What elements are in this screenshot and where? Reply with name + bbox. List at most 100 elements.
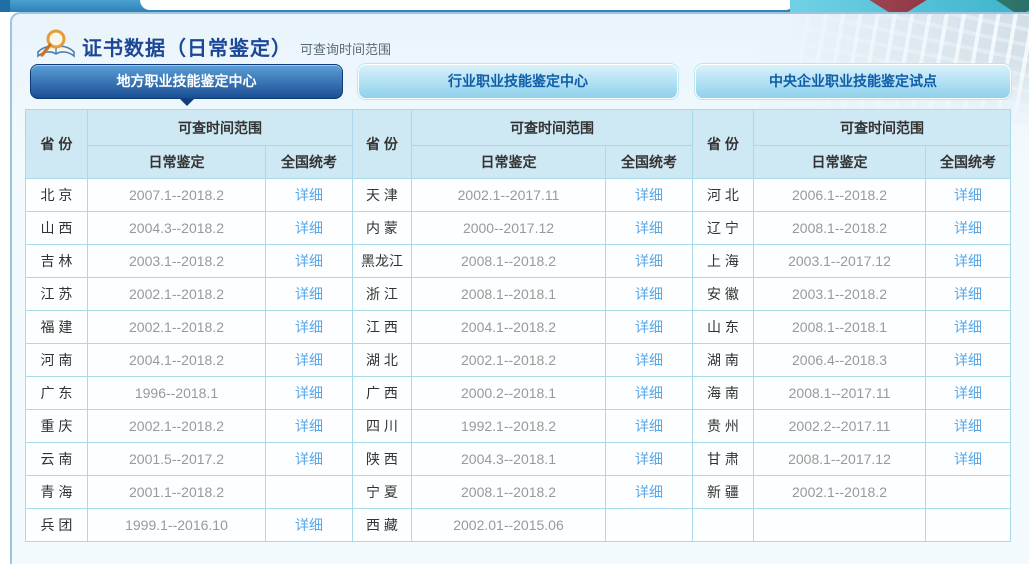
date-range-cell: 2001.1--2018.2: [87, 475, 266, 509]
date-range-cell: 2008.1--2017.11: [753, 376, 926, 410]
tab-central-enterprise-pilot[interactable]: 中央企业职业技能鉴定试点: [695, 64, 1011, 99]
date-range-cell: 2006.1--2018.2: [753, 178, 926, 212]
province-cell: 山 西: [25, 211, 88, 245]
photo-teal-shape: [990, 0, 1029, 12]
detail-link[interactable]: 详细: [635, 319, 663, 335]
tab-industry-appraisal-center[interactable]: 行业职业技能鉴定中心: [358, 64, 678, 99]
date-range-cell: 2008.1--2018.2: [753, 211, 926, 245]
table-row: 河 南 2004.1--2018.2 详细 湖 北 2002.1--2018.2 详细 湖 …: [25, 343, 1011, 377]
detail-link[interactable]: 详细: [635, 253, 663, 269]
banner-photo: [790, 0, 1029, 12]
province-cell: 陕 西: [352, 442, 412, 476]
detail-link[interactable]: 详细: [954, 253, 982, 269]
detail-link[interactable]: 详细: [295, 418, 323, 434]
national-exam-cell: 详细: [265, 310, 353, 344]
table-row: 重 庆 2002.1--2018.2 详细 四 川 1992.1--2018.2 详细 贵 …: [25, 409, 1011, 443]
date-range-cell: 2007.1--2018.2: [87, 178, 266, 212]
national-exam-cell: 详细: [605, 211, 693, 245]
date-range-cell: 2003.1--2018.2: [753, 277, 926, 311]
active-tab-arrow-icon: [178, 98, 195, 106]
detail-link[interactable]: 详细: [635, 187, 663, 203]
province-cell: [692, 508, 754, 542]
banner-white-tab: [140, 0, 795, 10]
national-exam-cell: 详细: [605, 310, 693, 344]
province-cell: 上 海: [692, 244, 754, 278]
detail-link[interactable]: 详细: [295, 220, 323, 236]
national-exam-cell: 详细: [605, 475, 693, 509]
date-range-cell: 2000.2--2018.1: [411, 376, 606, 410]
detail-link[interactable]: 详细: [635, 451, 663, 467]
header-national-exam: 全国统考: [265, 145, 353, 179]
detail-link[interactable]: 详细: [295, 286, 323, 302]
national-exam-cell: 详细: [925, 244, 1011, 278]
detail-link[interactable]: 详细: [954, 352, 982, 368]
province-cell: 重 庆: [25, 409, 88, 443]
detail-link[interactable]: 详细: [635, 418, 663, 434]
photo-red-shape: [860, 0, 936, 12]
tab-local-appraisal-center[interactable]: 地方职业技能鉴定中心: [30, 64, 343, 106]
province-cell: 新 疆: [692, 475, 754, 509]
province-cell: 海 南: [692, 376, 754, 410]
national-exam-cell: 详细: [265, 244, 353, 278]
table-row: 兵 团 1999.1--2016.10 详细 西 藏 2002.01--2015.06: [25, 508, 1011, 542]
detail-link[interactable]: 详细: [635, 352, 663, 368]
province-cell: 辽 宁: [692, 211, 754, 245]
national-exam-cell: 详细: [605, 178, 693, 212]
province-cell: 内 蒙: [352, 211, 412, 245]
detail-link[interactable]: 详细: [954, 187, 982, 203]
detail-link[interactable]: 详细: [295, 517, 323, 533]
table-row: 山 西 2004.3--2018.2 详细 内 蒙 2000--2017.12 详细 辽 宁…: [25, 211, 1011, 245]
date-range-cell: 2002.01--2015.06: [411, 508, 606, 542]
table-row: 北 京 2007.1--2018.2 详细 天 津 2002.1--2017.11 详细 河…: [25, 178, 1011, 212]
province-cell: 天 津: [352, 178, 412, 212]
province-cell: 吉 林: [25, 244, 88, 278]
detail-link[interactable]: 详细: [295, 385, 323, 401]
detail-link[interactable]: 详细: [954, 385, 982, 401]
detail-link[interactable]: 详细: [295, 319, 323, 335]
date-range-cell: 2002.1--2018.2: [87, 310, 266, 344]
national-exam-cell: 详细: [605, 409, 693, 443]
detail-link[interactable]: 详细: [295, 352, 323, 368]
province-cell: 山 东: [692, 310, 754, 344]
page-subtitle: 可查询时间范围: [300, 42, 392, 57]
header-province: 省 份: [25, 109, 88, 179]
national-exam-cell: 详细: [265, 409, 353, 443]
national-exam-cell: 详细: [605, 376, 693, 410]
province-date-range-table: 省 份可查时间范围省 份可查时间范围省 份可查时间范围 日常鉴定 全国统考 日常鉴定全…: [25, 109, 1011, 542]
header-province: 省 份: [692, 109, 754, 179]
province-cell: 福 建: [25, 310, 88, 344]
table-row: 江 苏 2002.1--2018.2 详细 浙 江 2008.1--2018.1 详细 安 …: [25, 277, 1011, 311]
detail-link[interactable]: 详细: [295, 451, 323, 467]
detail-link[interactable]: 详细: [954, 418, 982, 434]
detail-link[interactable]: 详细: [954, 319, 982, 335]
table-row: 福 建 2002.1--2018.2 详细 江 西 2004.1--2018.2 详细 山 …: [25, 310, 1011, 344]
date-range-cell: 2006.4--2018.3: [753, 343, 926, 377]
detail-link[interactable]: 详细: [954, 451, 982, 467]
province-cell: 云 南: [25, 442, 88, 476]
detail-link[interactable]: 详细: [954, 286, 982, 302]
table-row: 吉 林 2003.1--2018.2 详细 黑龙江 2008.1--2018.2 详细 上 …: [25, 244, 1011, 278]
province-cell: 甘 肃: [692, 442, 754, 476]
national-exam-cell: 详细: [265, 376, 353, 410]
province-cell: 广 西: [352, 376, 412, 410]
header-daily-appraisal: 日常鉴定: [87, 145, 266, 179]
national-exam-cell: 详细: [605, 442, 693, 476]
tab-label: 行业职业技能鉴定中心: [448, 73, 588, 89]
detail-link[interactable]: 详细: [635, 220, 663, 236]
date-range-cell: 2000--2017.12: [411, 211, 606, 245]
detail-link[interactable]: 详细: [635, 286, 663, 302]
date-range-cell: 2002.1--2018.2: [753, 475, 926, 509]
date-range-cell: 2001.5--2017.2: [87, 442, 266, 476]
province-cell: 江 苏: [25, 277, 88, 311]
detail-link[interactable]: 详细: [635, 484, 663, 500]
national-exam-cell: [925, 475, 1011, 509]
province-cell: 浙 江: [352, 277, 412, 311]
book-magnifier-icon: [37, 29, 75, 58]
detail-link[interactable]: 详细: [954, 220, 982, 236]
detail-link[interactable]: 详细: [295, 253, 323, 269]
date-range-cell: 1999.1--2016.10: [87, 508, 266, 542]
date-range-cell: 2004.1--2018.2: [411, 310, 606, 344]
detail-link[interactable]: 详细: [295, 187, 323, 203]
detail-link[interactable]: 详细: [635, 385, 663, 401]
